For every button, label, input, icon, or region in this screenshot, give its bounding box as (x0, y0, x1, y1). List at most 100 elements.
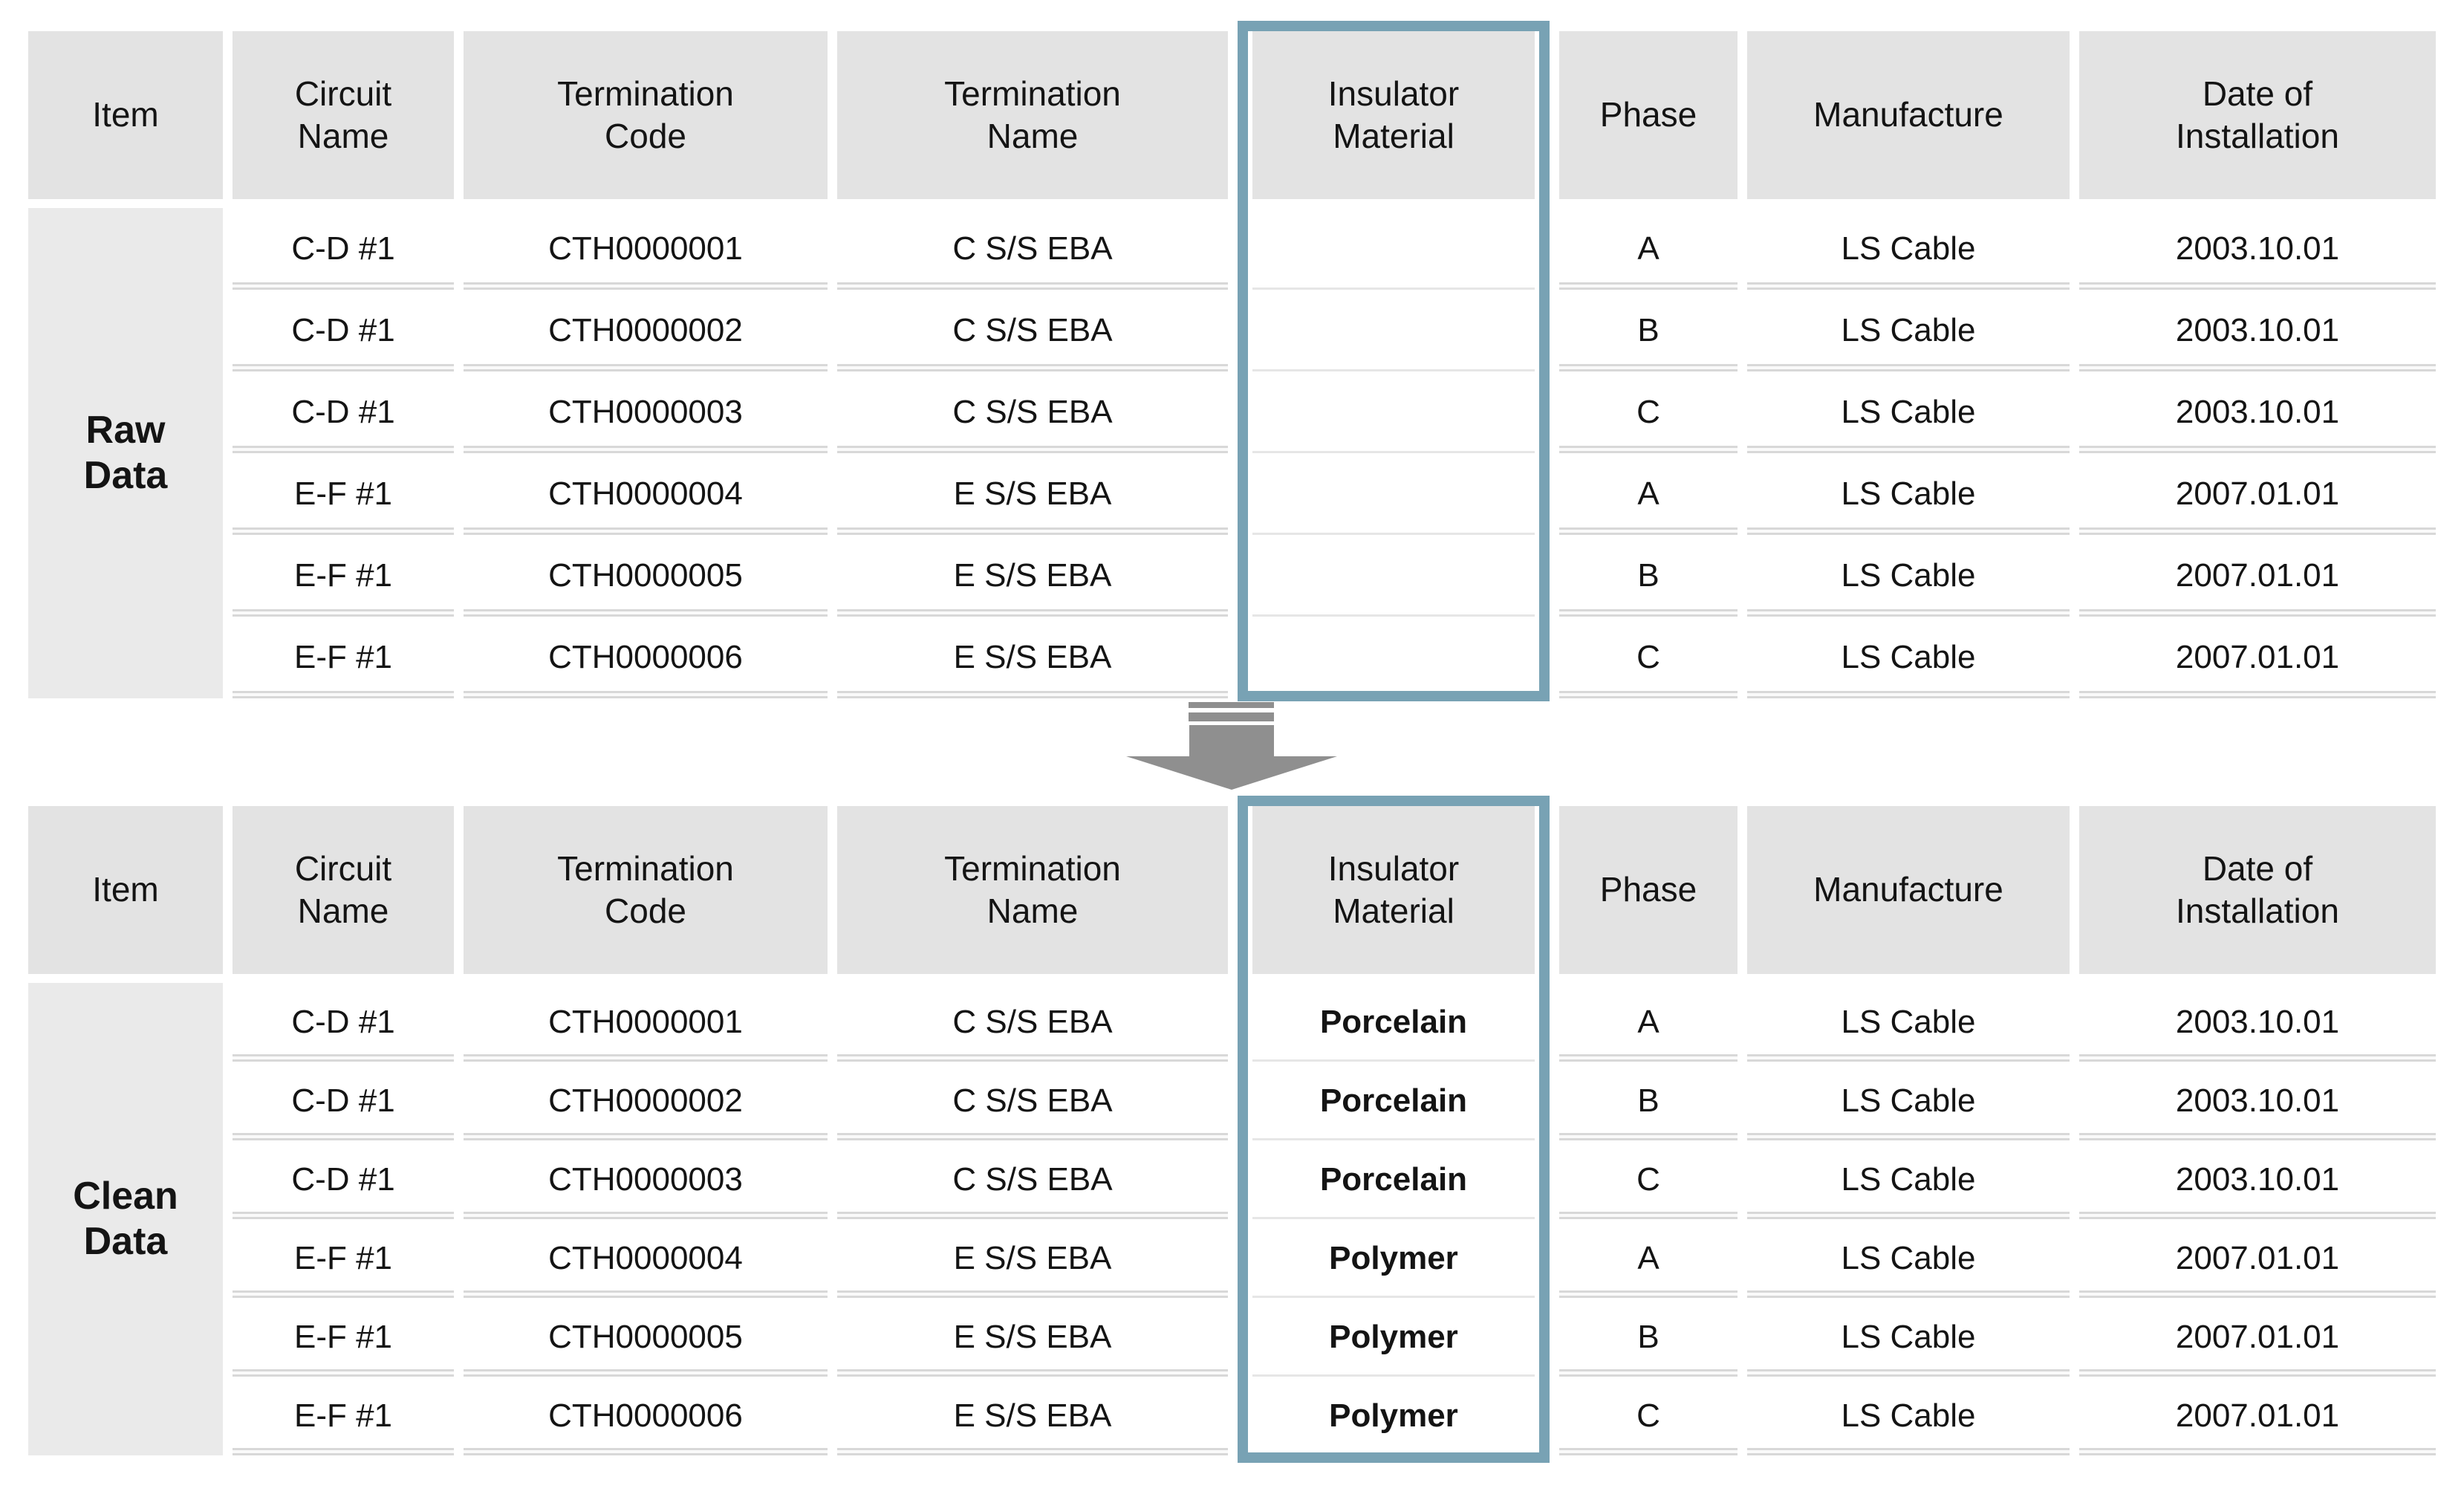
cell-date-of-installation: 2003.10.01 (2079, 1140, 2436, 1219)
cell-phase: C (1559, 371, 1738, 453)
cell-date-of-installation: 2007.01.01 (2079, 453, 2436, 535)
col-header-insulator-material: Insulator Material (1238, 806, 1550, 974)
cell-insulator-material-value: Porcelain (1252, 983, 1535, 1062)
cell-termination-name: E S/S EBA (837, 617, 1228, 698)
cell-date-of-installation: 2003.10.01 (2079, 1062, 2436, 1140)
cell-insulator-material (1238, 535, 1550, 617)
col-header-item: Item (28, 31, 223, 199)
cell-insulator-material: Porcelain (1238, 1140, 1550, 1219)
cell-termination-name: C S/S EBA (837, 371, 1228, 453)
col-header-circuit-name: Circuit Name (233, 806, 454, 974)
cell-termination-code: CTH0000004 (464, 453, 828, 535)
cell-phase: A (1559, 453, 1738, 535)
cell-termination-code: CTH0000004 (464, 1219, 828, 1298)
cell-manufacture: LS Cable (1747, 208, 2070, 290)
cell-manufacture: LS Cable (1747, 1298, 2070, 1377)
cell-insulator-material-value: Polymer (1252, 1377, 1535, 1455)
cell-termination-name: C S/S EBA (837, 1062, 1228, 1140)
cell-termination-name: E S/S EBA (837, 1298, 1228, 1377)
cell-termination-name: E S/S EBA (837, 535, 1228, 617)
cell-date-of-installation: 2003.10.01 (2079, 371, 2436, 453)
cell-phase: A (1559, 983, 1738, 1062)
cell-date-of-installation: 2003.10.01 (2079, 983, 2436, 1062)
cell-manufacture: LS Cable (1747, 983, 2070, 1062)
arrow-head (1125, 756, 1337, 790)
cell-circuit-name: C-D #1 (233, 371, 454, 453)
cell-phase: C (1559, 617, 1738, 698)
cell-circuit-name: C-D #1 (233, 1062, 454, 1140)
arrow-body (1189, 725, 1274, 756)
cell-date-of-installation: 2007.01.01 (2079, 617, 2436, 698)
cell-insulator-material-value (1252, 535, 1535, 617)
cell-termination-code: CTH0000005 (464, 535, 828, 617)
cell-phase: C (1559, 1140, 1738, 1219)
col-header-termination-code: Termination Code (464, 31, 828, 199)
arrow-stripe (1189, 712, 1274, 721)
col-header-manufacture: Manufacture (1747, 806, 2070, 974)
row-group-label-clean-data: Clean Data (28, 983, 223, 1455)
cell-manufacture: LS Cable (1747, 371, 2070, 453)
cell-circuit-name: E-F #1 (233, 617, 454, 698)
cell-termination-code: CTH0000006 (464, 1377, 828, 1455)
cell-date-of-installation: 2007.01.01 (2079, 1377, 2436, 1455)
cell-insulator-material-value: Polymer (1252, 1298, 1535, 1377)
down-arrow-icon (1125, 702, 1337, 790)
cell-date-of-installation: 2007.01.01 (2079, 535, 2436, 617)
cell-circuit-name: C-D #1 (233, 208, 454, 290)
col-header-termination-code: Termination Code (464, 806, 828, 974)
cell-insulator-material-value (1252, 290, 1535, 371)
row-group-label-raw-data: Raw Data (28, 208, 223, 698)
cell-termination-name: E S/S EBA (837, 1377, 1228, 1455)
col-header-date-of-installation: Date of Installation (2079, 31, 2436, 199)
cell-date-of-installation: 2007.01.01 (2079, 1219, 2436, 1298)
cell-date-of-installation: 2003.10.01 (2079, 208, 2436, 290)
cell-phase: A (1559, 208, 1738, 290)
cell-termination-code: CTH0000002 (464, 1062, 828, 1140)
col-header-termination-name: Termination Name (837, 806, 1228, 974)
cell-circuit-name: C-D #1 (233, 983, 454, 1062)
clean-data-table: Item Circuit Name Termination Code Termi… (28, 796, 2436, 1463)
cell-termination-code: CTH0000002 (464, 290, 828, 371)
cell-insulator-material (1238, 290, 1550, 371)
cell-manufacture: LS Cable (1747, 535, 2070, 617)
col-header-insulator-material-label: Insulator Material (1252, 31, 1535, 199)
cell-termination-name: C S/S EBA (837, 983, 1228, 1062)
col-header-termination-name: Termination Name (837, 31, 1228, 199)
cell-insulator-material (1238, 371, 1550, 453)
cell-insulator-material-value (1252, 453, 1535, 535)
cell-manufacture: LS Cable (1747, 1219, 2070, 1298)
cell-manufacture: LS Cable (1747, 617, 2070, 698)
col-header-circuit-name: Circuit Name (233, 31, 454, 199)
cell-manufacture: LS Cable (1747, 290, 2070, 371)
cell-insulator-material (1238, 453, 1550, 535)
cell-circuit-name: E-F #1 (233, 1377, 454, 1455)
cell-termination-name: C S/S EBA (837, 208, 1228, 290)
col-header-item: Item (28, 806, 223, 974)
col-header-insulator-material-label: Insulator Material (1252, 806, 1535, 974)
cell-insulator-material: Polymer (1238, 1219, 1550, 1298)
col-header-phase: Phase (1559, 806, 1738, 974)
col-header-phase: Phase (1559, 31, 1738, 199)
raw-data-table: Item Circuit Name Termination Code Termi… (28, 21, 2436, 701)
cell-phase: B (1559, 290, 1738, 371)
cell-phase: C (1559, 1377, 1738, 1455)
cell-circuit-name: C-D #1 (233, 1140, 454, 1219)
cell-manufacture: LS Cable (1747, 453, 2070, 535)
cell-date-of-installation: 2003.10.01 (2079, 290, 2436, 371)
cell-insulator-material: Polymer (1238, 1298, 1550, 1377)
cell-circuit-name: E-F #1 (233, 453, 454, 535)
cell-manufacture: LS Cable (1747, 1377, 2070, 1455)
cell-insulator-material: Porcelain (1238, 1062, 1550, 1140)
cell-insulator-material (1238, 617, 1550, 698)
cell-termination-name: E S/S EBA (837, 453, 1228, 535)
cell-termination-name: C S/S EBA (837, 1140, 1228, 1219)
cell-circuit-name: E-F #1 (233, 535, 454, 617)
cell-circuit-name: E-F #1 (233, 1298, 454, 1377)
cell-termination-code: CTH0000003 (464, 371, 828, 453)
cell-date-of-installation: 2007.01.01 (2079, 1298, 2436, 1377)
cell-insulator-material-value (1252, 208, 1535, 290)
cell-insulator-material (1238, 208, 1550, 290)
cell-termination-code: CTH0000001 (464, 208, 828, 290)
cell-insulator-material-value: Polymer (1252, 1219, 1535, 1298)
